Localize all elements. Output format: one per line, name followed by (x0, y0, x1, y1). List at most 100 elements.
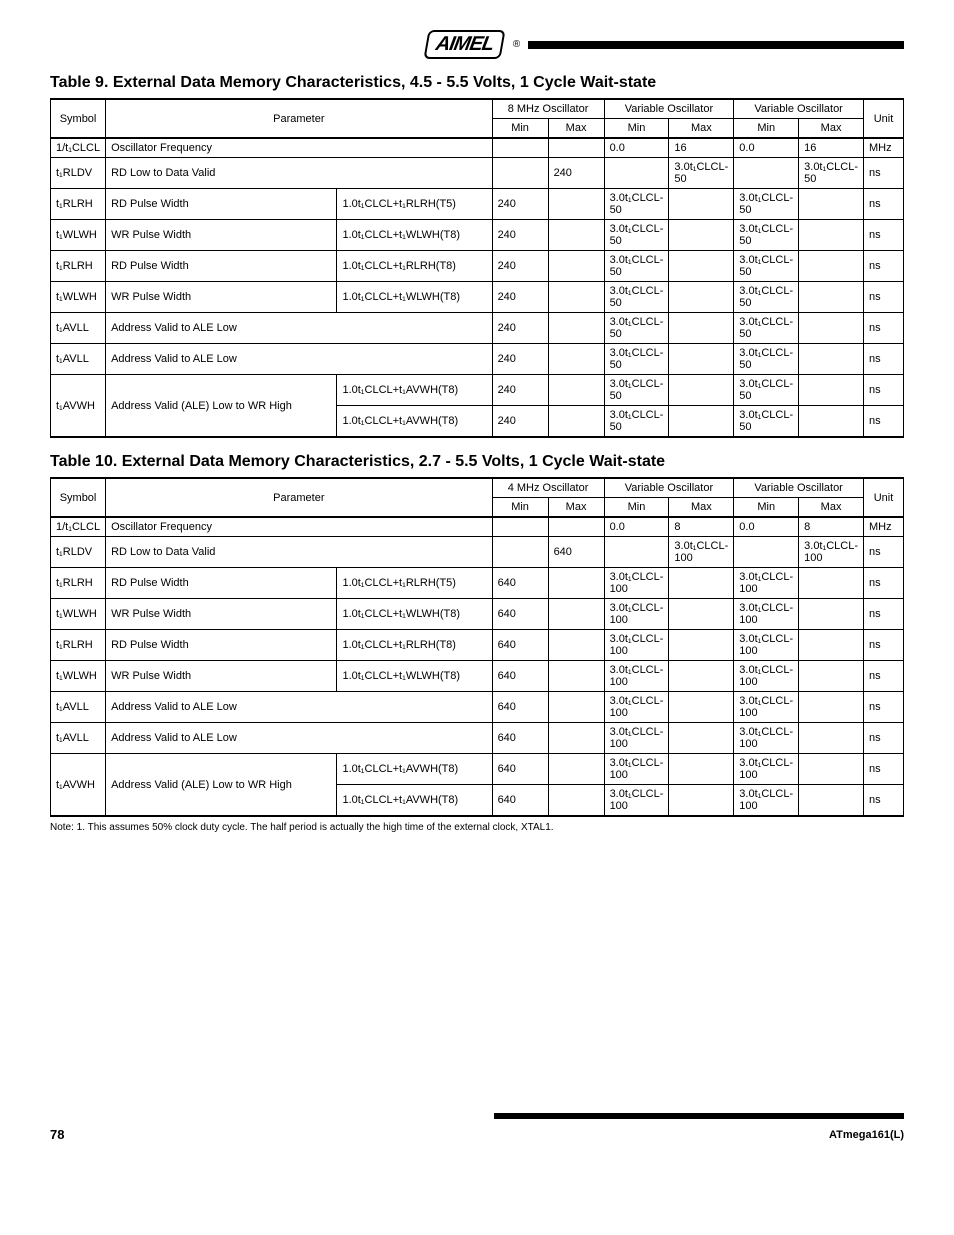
cell-value: 3.0t₁CLCL-100 (734, 568, 799, 599)
cell-value (669, 754, 734, 785)
cell-parameter: RD Pulse Width (106, 568, 337, 599)
th-min: Min (492, 498, 548, 518)
cell-value (669, 189, 734, 220)
cell-parameter: RD Low to Data Valid (106, 537, 492, 568)
cell-condition: 1.0t₁CLCL+t₁AVWH(T8) (337, 375, 492, 406)
cell-value: 3.0t₁CLCL-50 (604, 344, 669, 375)
cell-parameter: Address Valid (ALE) Low to WR High (106, 754, 337, 817)
cell-symbol: t₁RLRH (51, 630, 106, 661)
cell-parameter: RD Low to Data Valid (106, 158, 492, 189)
cell-value: 640 (492, 692, 548, 723)
table9-title: Table 9. External Data Memory Characteri… (50, 74, 904, 92)
table-row: t₁WLWHWR Pulse Width1.0t₁CLCL+t₁WLWH(T8)… (51, 661, 904, 692)
cell-value (669, 785, 734, 817)
cell-value: 0.0 (604, 517, 669, 537)
cell-value (669, 568, 734, 599)
cell-value (799, 282, 864, 313)
cell-value: 3.0t₁CLCL-100 (734, 630, 799, 661)
cell-value: 16 (799, 138, 864, 158)
cell-condition: 1.0t₁CLCL+t₁RLRH(T8) (337, 251, 492, 282)
cell-value (548, 754, 604, 785)
cell-parameter: RD Pulse Width (106, 251, 337, 282)
cell-value: 0.0 (734, 138, 799, 158)
cell-parameter: RD Pulse Width (106, 189, 337, 220)
table10: Symbol Parameter 4 MHz Oscillator Variab… (50, 477, 904, 817)
cell-value (669, 692, 734, 723)
cell-parameter: Address Valid to ALE Low (106, 692, 492, 723)
th-max: Max (669, 119, 734, 139)
cell-value (669, 282, 734, 313)
cell-value: 640 (492, 568, 548, 599)
cell-value (669, 406, 734, 438)
cell-value (799, 661, 864, 692)
th-max: Max (669, 498, 734, 518)
cell-value: 3.0t₁CLCL-100 (734, 785, 799, 817)
cell-value (548, 220, 604, 251)
cell-symbol: t₁AVLL (51, 344, 106, 375)
cell-value: 3.0t₁CLCL-100 (604, 661, 669, 692)
th-min: Min (604, 498, 669, 518)
doc-title: ATmega161(L) (829, 1129, 904, 1141)
th-symbol: Symbol (51, 99, 106, 138)
cell-unit: ns (864, 537, 904, 568)
cell-value (669, 220, 734, 251)
cell-parameter: Oscillator Frequency (106, 138, 492, 158)
th-4mhz: 4 MHz Oscillator (492, 478, 604, 498)
cell-value (548, 375, 604, 406)
cell-value (548, 313, 604, 344)
cell-value (548, 630, 604, 661)
cell-value (799, 406, 864, 438)
cell-unit: ns (864, 661, 904, 692)
cell-value (734, 158, 799, 189)
cell-value: 3.0t₁CLCL-100 (734, 599, 799, 630)
cell-value (548, 568, 604, 599)
cell-value: 240 (492, 375, 548, 406)
th-max: Max (548, 119, 604, 139)
cell-value (548, 599, 604, 630)
cell-value: 3.0t₁CLCL-50 (604, 282, 669, 313)
cell-condition: 1.0t₁CLCL+t₁AVWH(T8) (337, 785, 492, 817)
cell-unit: ns (864, 282, 904, 313)
cell-value (799, 754, 864, 785)
table-row: t₁AVWHAddress Valid (ALE) Low to WR High… (51, 754, 904, 785)
th-min: Min (604, 119, 669, 139)
cell-parameter: WR Pulse Width (106, 599, 337, 630)
cell-parameter: WR Pulse Width (106, 661, 337, 692)
cell-value (799, 599, 864, 630)
header-rule (528, 41, 904, 49)
cell-value: 640 (492, 785, 548, 817)
cell-value (799, 692, 864, 723)
cell-symbol: t₁RLRH (51, 189, 106, 220)
cell-value (548, 344, 604, 375)
cell-condition: 1.0t₁CLCL+t₁AVWH(T8) (337, 406, 492, 438)
cell-value: 240 (548, 158, 604, 189)
cell-value (799, 630, 864, 661)
cell-symbol: 1/t₁CLCL (51, 517, 106, 537)
cell-symbol: t₁AVLL (51, 723, 106, 754)
cell-symbol: t₁WLWH (51, 661, 106, 692)
cell-value: 640 (492, 599, 548, 630)
cell-value (548, 251, 604, 282)
cell-value (669, 661, 734, 692)
cell-value: 3.0t₁CLCL-100 (734, 661, 799, 692)
cell-value: 3.0t₁CLCL-100 (604, 754, 669, 785)
cell-value: 240 (492, 251, 548, 282)
th-min: Min (492, 119, 548, 139)
cell-unit: ns (864, 406, 904, 438)
table-row: t₁AVLLAddress Valid to ALE Low2403.0t₁CL… (51, 313, 904, 344)
table10-note: Note: 1. This assumes 50% clock duty cyc… (50, 822, 904, 833)
table-row: t₁RLRHRD Pulse Width1.0t₁CLCL+t₁RLRH(T8)… (51, 251, 904, 282)
th-var-a: Variable Oscillator (604, 99, 734, 119)
cell-value (799, 251, 864, 282)
cell-condition: 1.0t₁CLCL+t₁WLWH(T8) (337, 282, 492, 313)
th-var-b: Variable Oscillator (734, 99, 864, 119)
footer-rule (494, 1113, 904, 1119)
cell-value: 3.0t₁CLCL-50 (734, 251, 799, 282)
cell-value: 3.0t₁CLCL-50 (734, 220, 799, 251)
cell-value: 3.0t₁CLCL-100 (799, 537, 864, 568)
cell-value (604, 537, 669, 568)
cell-symbol: t₁AVLL (51, 692, 106, 723)
cell-unit: ns (864, 723, 904, 754)
cell-symbol: t₁AVLL (51, 313, 106, 344)
cell-condition: 1.0t₁CLCL+t₁RLRH(T5) (337, 189, 492, 220)
